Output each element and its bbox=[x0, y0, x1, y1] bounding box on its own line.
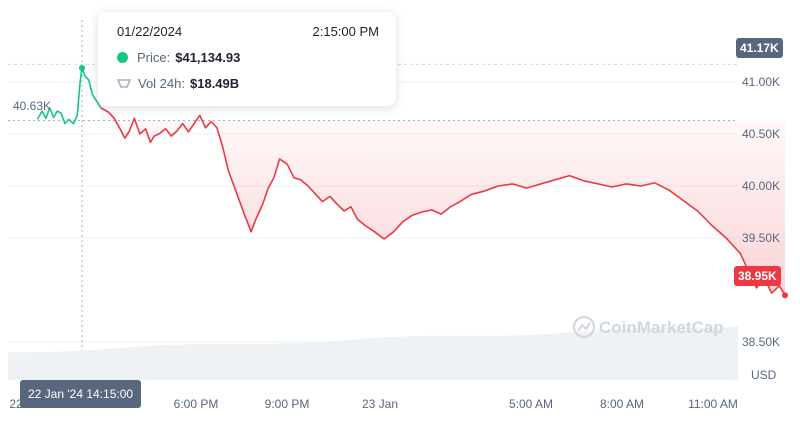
volume-icon bbox=[117, 78, 131, 88]
watermark-text: CoinMarketCap bbox=[599, 318, 724, 337]
price-line-up bbox=[36, 67, 102, 125]
tooltip-volume-value: $18.49B bbox=[190, 76, 240, 91]
x-axis-ticks: 22 6:00 PM 9:00 PM 23 Jan 5:00 AM 8:00 AM 11:0… bbox=[9, 397, 738, 411]
x-tick-label: 23 Jan bbox=[362, 397, 398, 411]
peak-point bbox=[79, 64, 85, 71]
volume-fill bbox=[8, 326, 738, 380]
green-dot-icon bbox=[117, 52, 128, 63]
tooltip-price-value: $41,134.93 bbox=[175, 50, 241, 65]
tooltip-price-row: Price: $41,134.93 bbox=[117, 50, 240, 65]
x-tick-label: 22 bbox=[9, 397, 23, 411]
y-axis-ticks: 41.00K 40.50K 40.00K 39.50K 38.50K bbox=[742, 75, 780, 349]
y-tick-label: 41.00K bbox=[742, 75, 780, 89]
tooltip-time: 2:15:00 PM bbox=[312, 24, 380, 39]
open-price-label: 40.63K bbox=[13, 99, 51, 113]
last-point bbox=[782, 292, 788, 299]
x-tick-label: 8:00 AM bbox=[600, 397, 644, 411]
tooltip-price-label: Price: bbox=[137, 50, 171, 65]
price-tooltip: 01/22/2024 2:15:00 PM Price: $41,134.93 … bbox=[98, 12, 396, 106]
tooltip-volume-row: Vol 24h: $18.49B bbox=[117, 76, 239, 91]
y-tick-label: 40.50K bbox=[742, 127, 780, 141]
price-line-down bbox=[100, 107, 786, 296]
coinmarketcap-logo-icon bbox=[572, 315, 596, 339]
volume-area bbox=[8, 326, 738, 380]
crosshair-time-badge: 22 Jan '24 14:15:00 bbox=[20, 380, 142, 408]
price-area-fill bbox=[101, 108, 785, 296]
y-tick-label: 38.50K bbox=[742, 335, 780, 349]
y-tick-label: 39.50K bbox=[742, 231, 780, 245]
y-tick-label: 40.00K bbox=[742, 179, 780, 193]
last-price-badge: 38.95K bbox=[734, 266, 781, 286]
x-tick-label: 9:00 PM bbox=[265, 397, 310, 411]
high-price-badge: 41.17K bbox=[736, 38, 783, 58]
x-tick-label: 6:00 PM bbox=[174, 397, 219, 411]
currency-label: USD bbox=[751, 368, 777, 382]
price-area bbox=[101, 108, 785, 296]
price-line bbox=[36, 64, 788, 299]
x-tick-label: 11:00 AM bbox=[688, 397, 738, 411]
x-tick-label: 5:00 AM bbox=[509, 397, 553, 411]
tooltip-date: 01/22/2024 bbox=[117, 24, 183, 39]
tooltip-volume-label: Vol 24h: bbox=[138, 76, 185, 91]
